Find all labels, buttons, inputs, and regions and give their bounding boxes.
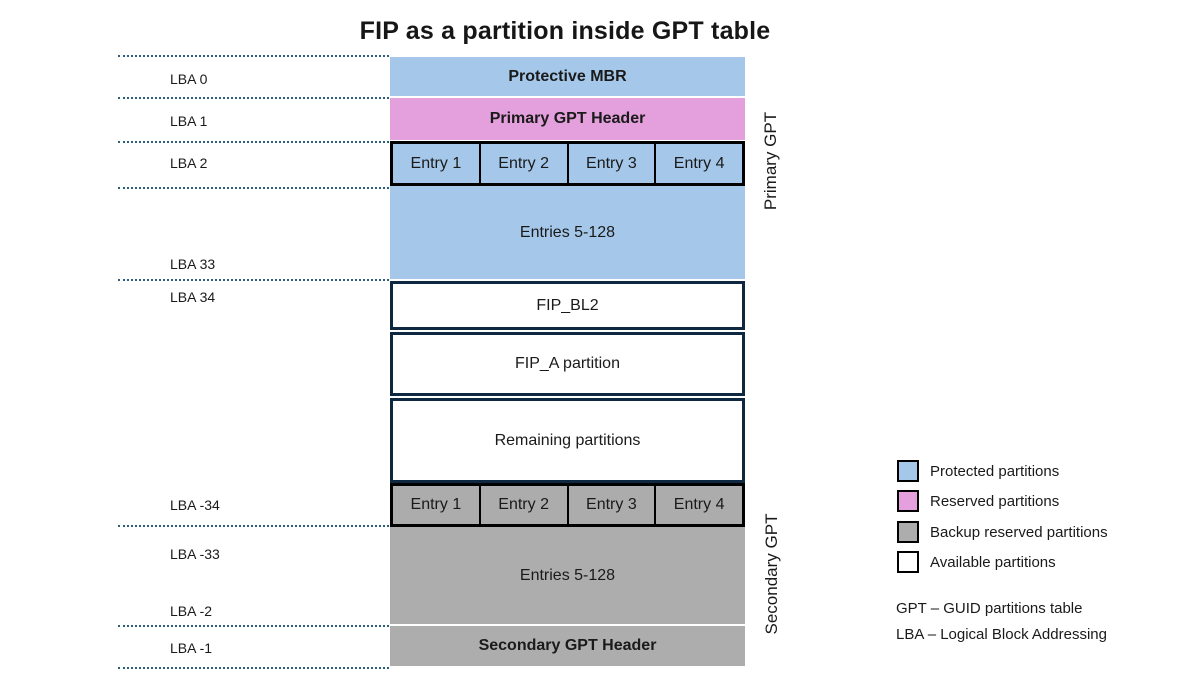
protected-color-swatch — [897, 460, 919, 482]
secondary-entry-3: Entry 3 — [566, 486, 655, 524]
primary-entry-1: Entry 1 — [393, 144, 479, 183]
block-protective-mbr: Protective MBR — [390, 57, 745, 96]
footnote-gpt: GPT – GUID partitions table — [896, 600, 1083, 617]
secondary-gpt-side-label: Secondary GPT — [762, 513, 781, 635]
lba-boundary-line — [118, 141, 389, 143]
lba-boundary-line — [118, 55, 389, 57]
secondary-entry-4: Entry 4 — [654, 486, 742, 524]
legend-label: Reserved partitions — [930, 492, 1060, 510]
lba-label-2: LBA 2 — [170, 155, 208, 171]
primary-entry-3: Entry 3 — [566, 144, 655, 183]
primary-entry-2: Entry 2 — [478, 144, 567, 183]
legend-item-available: Available partitions — [897, 551, 1056, 573]
primary-entry-4: Entry 4 — [654, 144, 742, 183]
legend-item-backup: Backup reserved partitions — [897, 521, 1108, 543]
legend-label: Available partitions — [930, 553, 1056, 571]
lba-boundary-line — [118, 667, 389, 669]
available-color-swatch — [897, 551, 919, 573]
legend-item-reserved: Reserved partitions — [897, 490, 1059, 512]
lba-label-m33: LBA -33 — [170, 546, 220, 562]
lba-boundary-line — [118, 625, 389, 627]
block-secondary-gpt-header: Secondary GPT Header — [390, 626, 745, 666]
lba-boundary-line — [118, 97, 389, 99]
block-secondary-entries-5-128: Entries 5-128 — [390, 527, 745, 624]
lba-label-1: LBA 1 — [170, 113, 208, 129]
backup-color-swatch — [897, 521, 919, 543]
lba-label-m1: LBA -1 — [170, 640, 213, 656]
footnote-lba: LBA – Logical Block Addressing — [896, 626, 1107, 643]
lba-boundary-line — [118, 279, 389, 281]
page-title: FIP as a partition inside GPT table — [359, 17, 771, 45]
primary-gpt-side-label: Primary GPT — [761, 111, 780, 211]
legend-label: Backup reserved partitions — [930, 523, 1108, 541]
block-primary-entries-5-128: Entries 5-128 — [390, 186, 745, 279]
legend-label: Protected partitions — [930, 462, 1060, 480]
block-remaining-partitions: Remaining partitions — [390, 398, 745, 483]
lba-label-0: LBA 0 — [170, 71, 208, 87]
lba-label-m34: LBA -34 — [170, 497, 220, 513]
block-fip-bl2: FIP_BL2 — [390, 281, 745, 330]
lba-label-33: LBA 33 — [170, 256, 216, 272]
lba-boundary-line — [118, 187, 389, 189]
legend-item-protected: Protected partitions — [897, 460, 1059, 482]
reserved-color-swatch — [897, 490, 919, 512]
lba-boundary-line — [118, 525, 389, 527]
block-primary-gpt-header: Primary GPT Header — [390, 98, 745, 140]
secondary-entry-1: Entry 1 — [393, 486, 479, 524]
block-fip-a-partition: FIP_A partition — [390, 332, 745, 396]
lba-label-m2: LBA -2 — [170, 603, 213, 619]
secondary-entry-row: Entry 1 Entry 2 Entry 3 Entry 4 — [390, 483, 745, 527]
lba-label-34: LBA 34 — [170, 289, 216, 305]
secondary-entry-2: Entry 2 — [478, 486, 567, 524]
primary-entry-row: Entry 1 Entry 2 Entry 3 Entry 4 — [390, 141, 745, 186]
